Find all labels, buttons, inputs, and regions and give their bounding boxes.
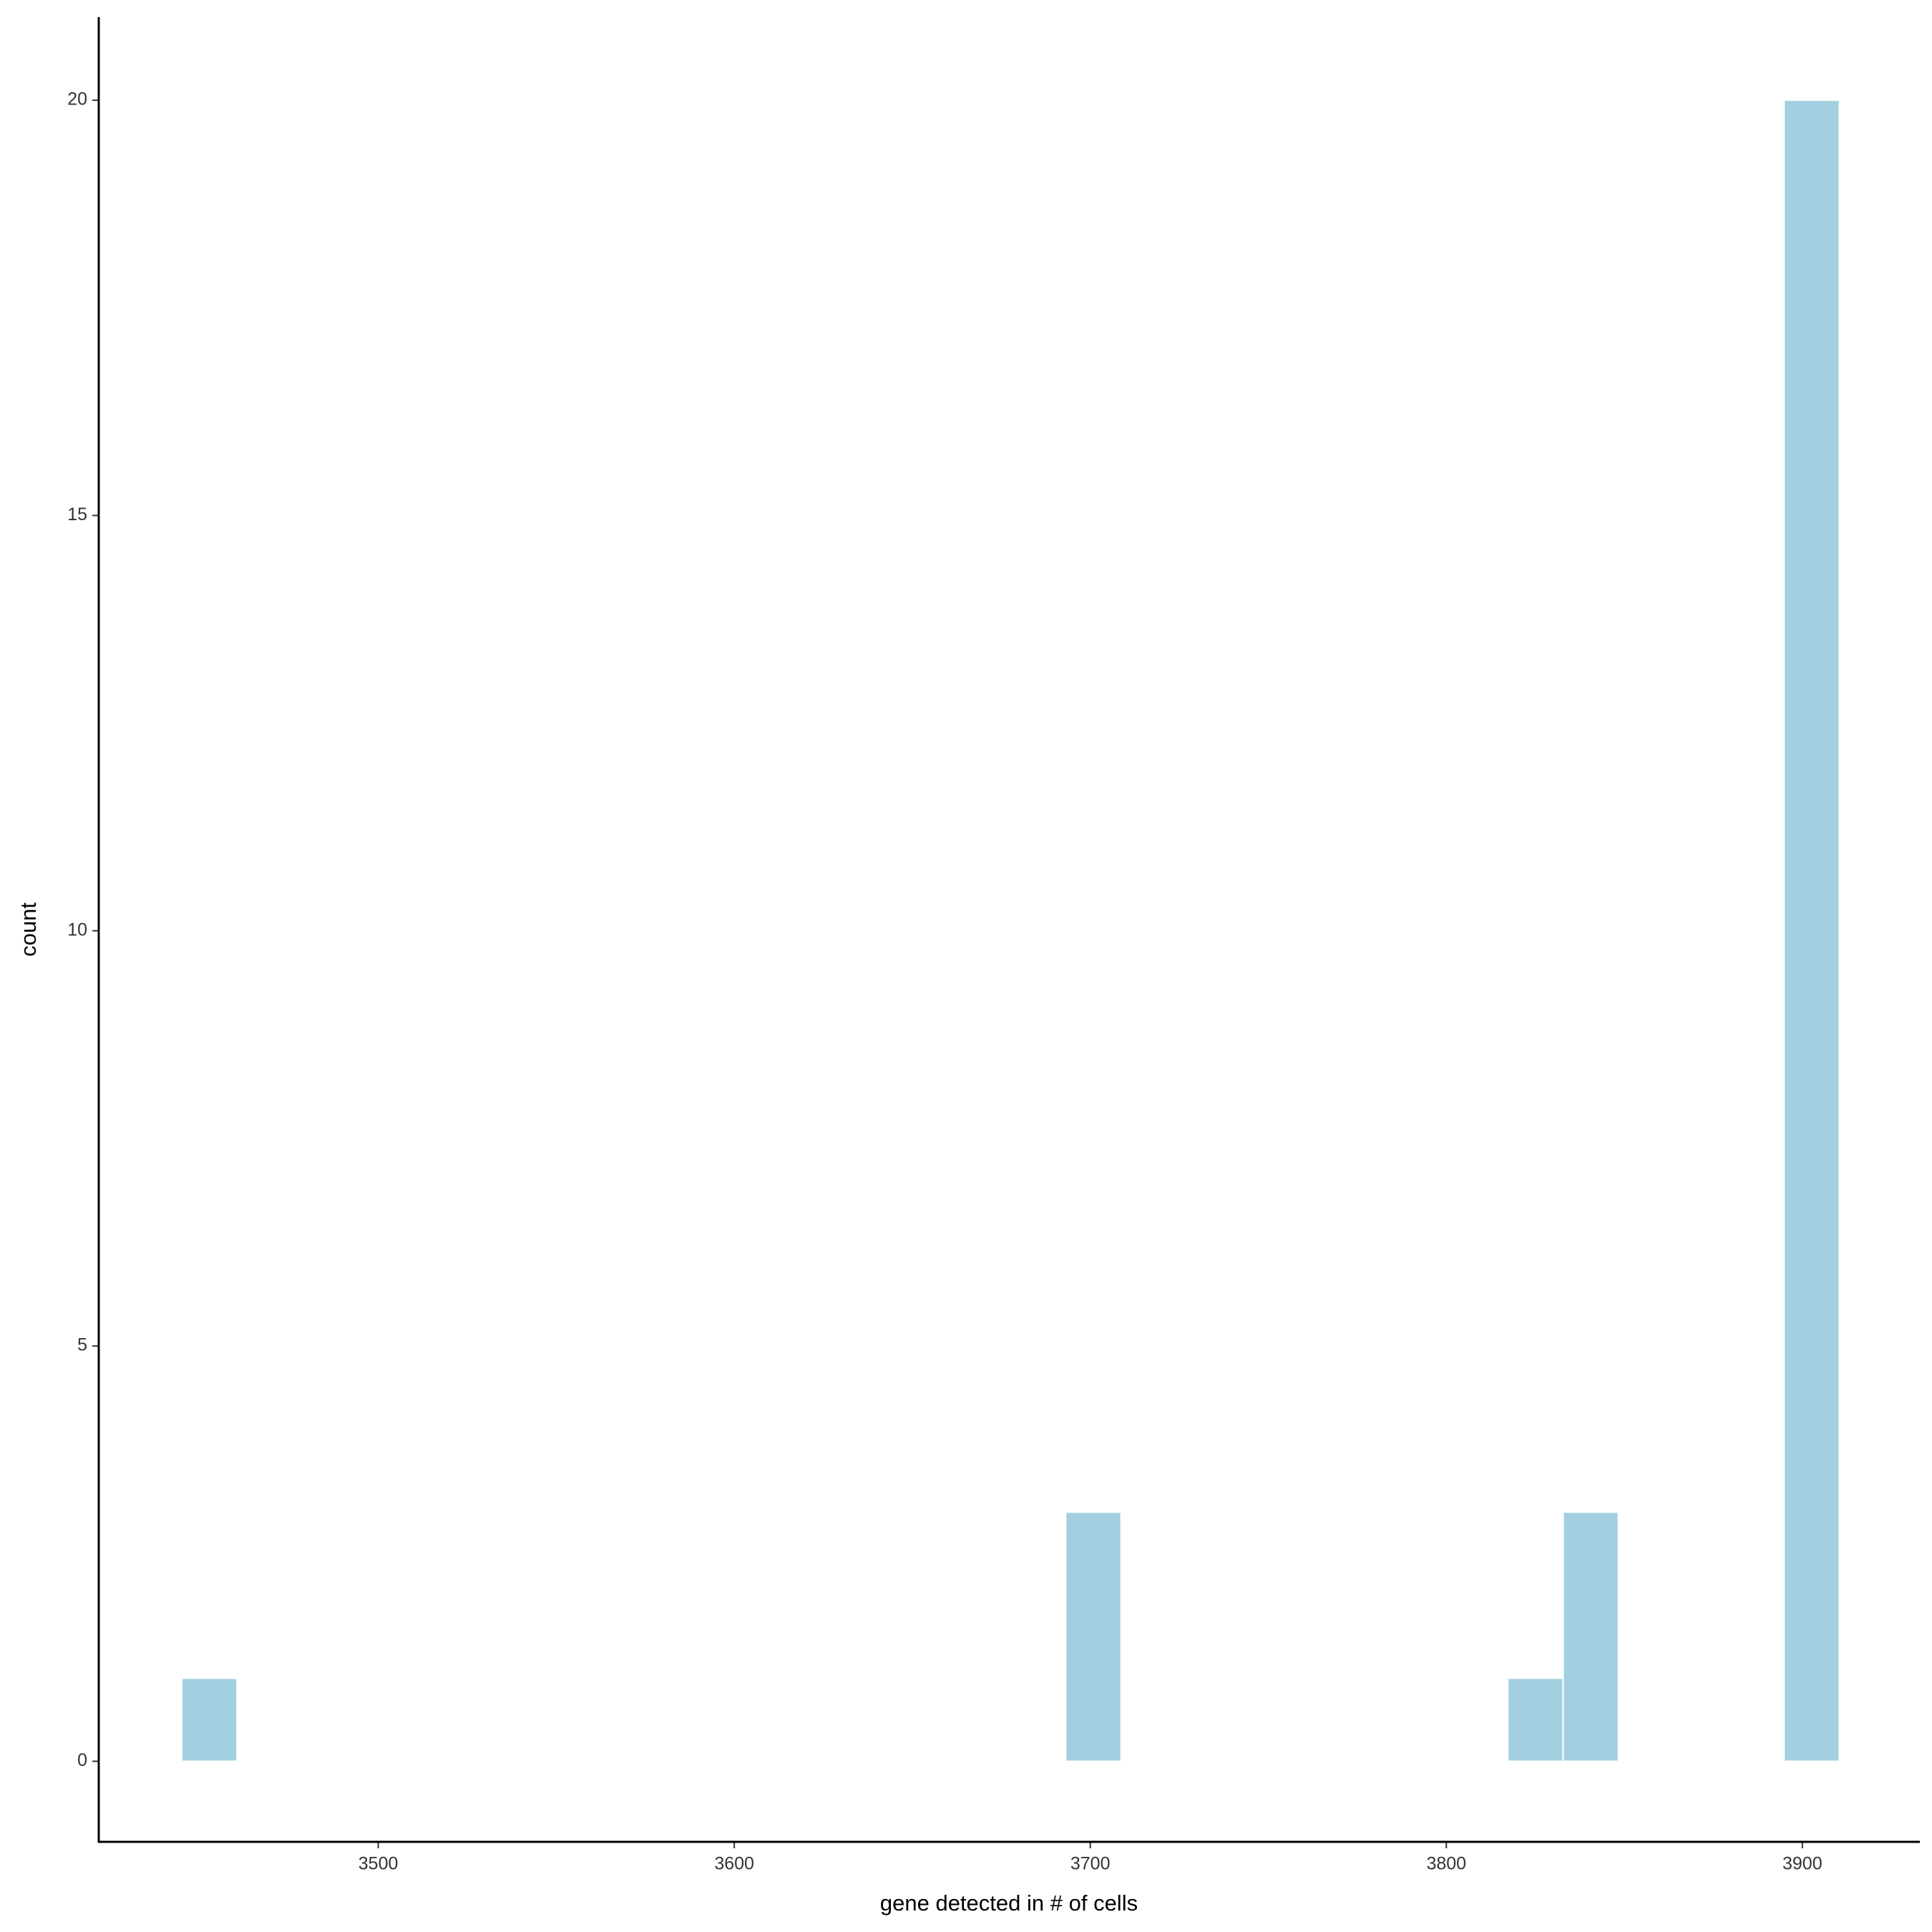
y-tick-label: 5: [77, 1335, 87, 1355]
y-axis-title: count: [16, 902, 41, 957]
bar: [1065, 1511, 1122, 1762]
x-tick-label: 3900: [1782, 1854, 1823, 1874]
y-tick-label: 10: [67, 919, 87, 940]
x-tick-label: 3600: [714, 1854, 754, 1874]
x-tick-label: 3800: [1426, 1854, 1466, 1874]
bar: [180, 1677, 238, 1762]
y-tick-label: 0: [77, 1750, 87, 1770]
x-axis-title: gene detected in # of cells: [880, 1890, 1138, 1916]
x-tick-label: 3500: [358, 1854, 399, 1874]
bar: [1562, 1511, 1619, 1762]
y-tick-label: 20: [67, 89, 87, 109]
bar: [1783, 99, 1840, 1762]
bar: [1507, 1677, 1564, 1762]
y-tick-label: 15: [67, 504, 87, 525]
x-tick-label: 3700: [1070, 1854, 1111, 1874]
